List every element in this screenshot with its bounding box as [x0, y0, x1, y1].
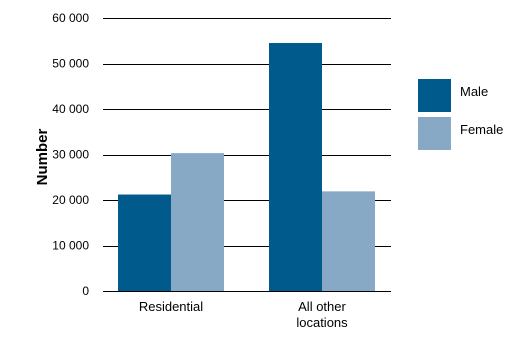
- y-axis-label: Number: [34, 129, 51, 186]
- y-tick-label: 40 000: [52, 102, 89, 116]
- y-tick-label: 10 000: [52, 239, 89, 253]
- legend-label-male: Male: [460, 84, 488, 99]
- y-tick-labels: 0 10 000 20 000 30 000 40 000 50 000 60 000: [52, 11, 89, 298]
- bar-female-2: [322, 191, 375, 291]
- x-tick-labels: Residential All other locations: [139, 299, 348, 330]
- bars: [118, 43, 375, 292]
- bar-female-1: [171, 153, 224, 291]
- bar-male-1: [118, 194, 171, 291]
- legend-swatch-male: [418, 79, 451, 112]
- bar-male-2: [269, 43, 322, 292]
- y-tick-label: 60 000: [52, 11, 89, 25]
- x-tick-label: All other locations: [296, 299, 348, 330]
- legend-swatch-female: [418, 117, 451, 150]
- y-tick-label: 50 000: [52, 57, 89, 71]
- legend: Male Female: [418, 79, 503, 150]
- y-tick-label: 20 000: [52, 193, 89, 207]
- x-tick-label: Residential: [139, 299, 203, 314]
- legend-label-female: Female: [460, 122, 503, 137]
- y-tick-label: 30 000: [52, 148, 89, 162]
- y-tick-label: 0: [82, 284, 89, 298]
